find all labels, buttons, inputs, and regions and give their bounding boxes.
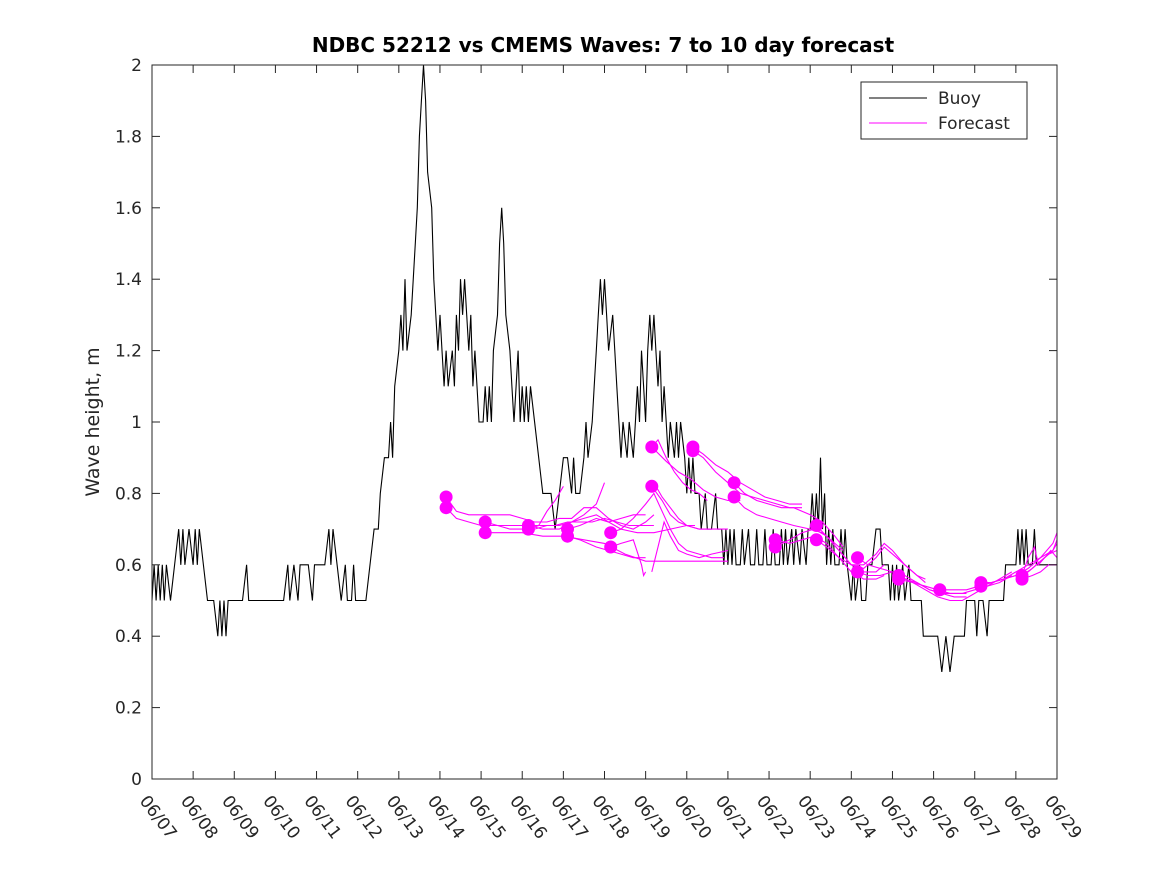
x-tick-label: 06/15 bbox=[464, 792, 509, 843]
forecast-run-line bbox=[485, 532, 728, 562]
chart-title: NDBC 52212 vs CMEMS Waves: 7 to 10 day f… bbox=[312, 33, 895, 57]
forecast-run-line bbox=[775, 535, 885, 580]
forecast-marker bbox=[974, 579, 988, 593]
forecast-marker bbox=[604, 540, 618, 554]
forecast-run-line bbox=[485, 514, 695, 534]
forecast-run-line bbox=[898, 575, 1013, 602]
series-line-buoy bbox=[151, 64, 1057, 672]
forecast-marker bbox=[727, 490, 741, 504]
x-tick-label: 06/25 bbox=[875, 792, 920, 843]
forecast-run-line bbox=[445, 496, 655, 530]
y-tick-label: 0.4 bbox=[115, 627, 142, 647]
forecast-run-line bbox=[816, 539, 926, 580]
forecast-run-line bbox=[651, 438, 708, 501]
forecast-run-line bbox=[1021, 545, 1058, 576]
forecast-marker bbox=[851, 565, 864, 579]
x-tick-label: 06/10 bbox=[258, 792, 303, 843]
plot-area bbox=[151, 64, 1058, 779]
legend: Buoy Forecast bbox=[860, 81, 1028, 140]
legend-label: Forecast bbox=[938, 114, 1010, 134]
y-tick-label: 0.2 bbox=[115, 699, 142, 719]
forecast-marker bbox=[521, 522, 535, 536]
forecast-marker bbox=[933, 583, 947, 597]
x-tick-label: 06/17 bbox=[546, 792, 591, 843]
x-tick-label: 06/23 bbox=[793, 792, 838, 843]
forecast-run-line bbox=[528, 482, 606, 530]
x-tick-label: 06/29 bbox=[1040, 792, 1085, 843]
x-tick-label: 06/26 bbox=[917, 792, 962, 843]
x-tick-label: 06/16 bbox=[505, 792, 550, 843]
y-tick-label: 2 bbox=[131, 56, 142, 76]
x-tick-label: 06/09 bbox=[217, 792, 262, 843]
forecast-marker bbox=[561, 529, 574, 543]
forecast-run-line bbox=[857, 557, 967, 598]
forecast-marker bbox=[851, 551, 864, 565]
forecast-marker bbox=[892, 572, 906, 586]
forecast-marker bbox=[604, 526, 618, 540]
forecast-run-line bbox=[653, 482, 712, 530]
x-tick-label: 06/18 bbox=[588, 792, 633, 843]
y-tick-label: 0 bbox=[131, 770, 142, 790]
x-tick-label: 06/20 bbox=[670, 792, 715, 843]
forecast-run-line bbox=[692, 446, 802, 505]
y-tick-label: 1.6 bbox=[115, 199, 142, 219]
y-tick-label: 1.8 bbox=[115, 127, 142, 147]
forecast-marker bbox=[809, 519, 823, 532]
forecast-marker bbox=[439, 490, 453, 504]
legend-label: Buoy bbox=[938, 89, 981, 109]
x-tick-label: 06/14 bbox=[423, 792, 468, 843]
forecast-marker bbox=[1015, 572, 1029, 586]
x-tick-label: 06/12 bbox=[341, 792, 386, 843]
forecast-marker bbox=[439, 501, 453, 515]
forecast-marker bbox=[768, 540, 782, 554]
forecast-run-line bbox=[898, 571, 1013, 594]
x-tick-label: 06/07 bbox=[135, 792, 180, 843]
y-tick-label: 1 bbox=[131, 413, 142, 433]
forecast-marker bbox=[645, 440, 659, 454]
forecast-marker bbox=[478, 526, 492, 540]
forecast-run-line bbox=[610, 492, 724, 559]
forecast-run-line bbox=[567, 514, 646, 530]
x-tick-label: 06/21 bbox=[711, 792, 756, 843]
x-tick-label: 06/08 bbox=[176, 792, 221, 843]
forecast-run-line bbox=[651, 446, 741, 502]
forecast-run-line bbox=[857, 571, 967, 594]
x-tick-label: 06/24 bbox=[834, 792, 879, 843]
forecast-run-line bbox=[651, 520, 729, 573]
y-axis-label: Wave height, m bbox=[82, 347, 104, 496]
forecast-run-line bbox=[610, 539, 647, 578]
x-tick-label: 06/27 bbox=[958, 792, 1003, 843]
forecast-marker bbox=[809, 533, 823, 547]
x-tick-label: 06/28 bbox=[999, 792, 1044, 843]
x-tick-label: 06/22 bbox=[752, 792, 797, 843]
forecast-marker bbox=[727, 476, 741, 490]
forecast-marker bbox=[645, 479, 659, 493]
x-tick-label: 06/11 bbox=[300, 792, 345, 843]
forecast-marker bbox=[686, 444, 700, 458]
forecast-marker bbox=[478, 515, 492, 529]
legend-box bbox=[860, 81, 1028, 140]
forecast-run-line bbox=[1021, 549, 1058, 576]
forecast-run-line bbox=[733, 482, 844, 548]
y-tick-label: 0.8 bbox=[115, 484, 142, 504]
plot-background bbox=[152, 65, 1057, 779]
y-tick-label: 1.2 bbox=[115, 342, 142, 362]
x-tick-label: 06/19 bbox=[629, 792, 674, 843]
y-tick-label: 1.4 bbox=[115, 270, 142, 290]
y-tick-label: 0.6 bbox=[115, 556, 142, 576]
x-tick-label: 06/13 bbox=[382, 792, 427, 843]
